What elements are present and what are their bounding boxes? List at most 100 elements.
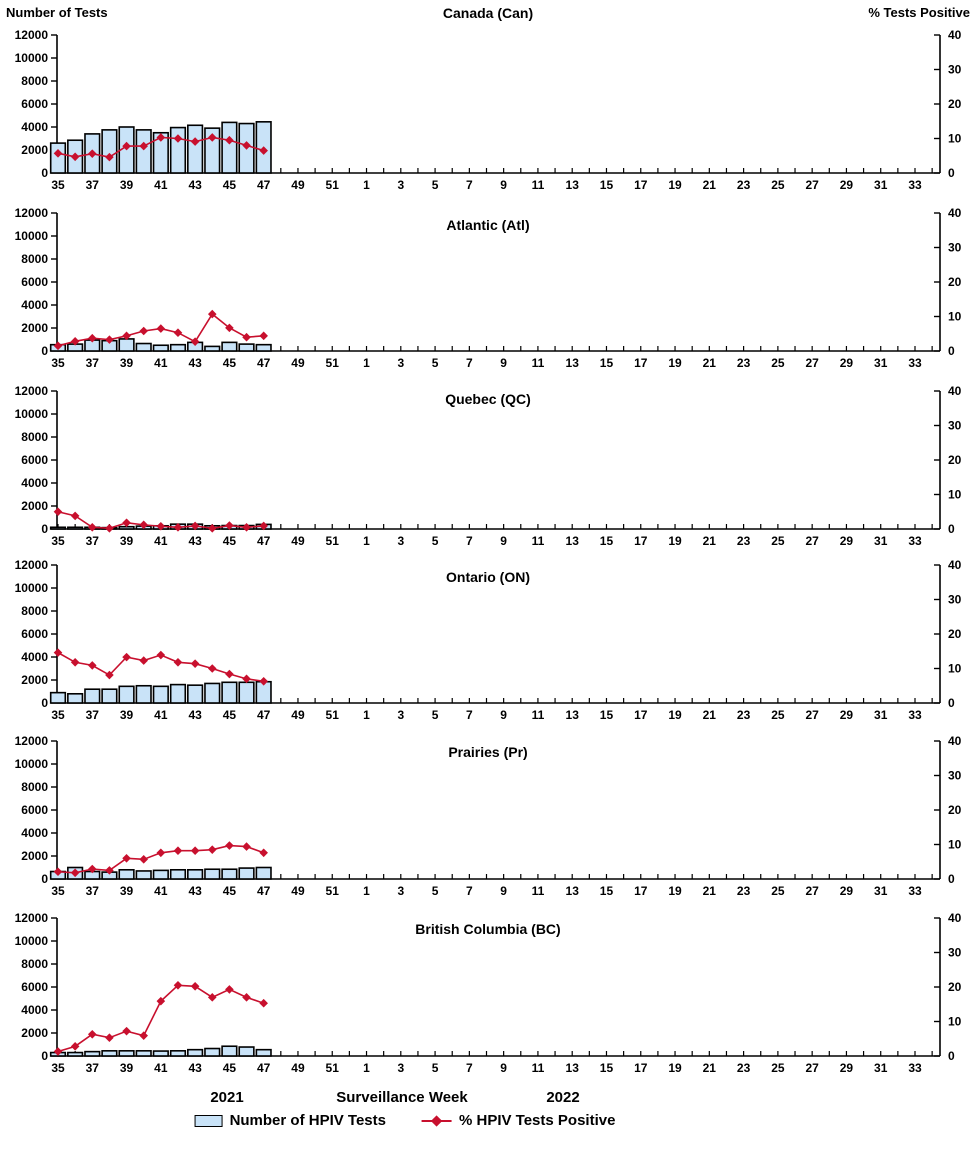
pct-positive-marker-week-38 [105,1033,114,1043]
svg-text:35: 35 [51,1061,65,1075]
svg-text:29: 29 [840,884,854,898]
pct-positive-marker-week-35 [53,341,63,351]
pct-positive-marker-week-47 [259,521,268,531]
bar-week-38 [101,129,118,174]
bar-week-42 [169,868,187,880]
svg-text:39: 39 [120,356,134,370]
svg-text:33: 33 [908,534,922,548]
pct-positive-marker-week-43 [190,846,200,856]
svg-text:12000: 12000 [15,384,49,398]
bar-week-39 [118,685,135,704]
svg-text:9: 9 [500,356,507,370]
legend-item-positive: % HPIV Tests Positive [421,1112,615,1129]
svg-text:15: 15 [600,708,614,722]
pct-positive-marker-week-45 [225,521,234,530]
svg-text:8000: 8000 [21,430,48,444]
svg-text:11: 11 [532,534,545,548]
pct-positive-marker-week-41 [156,324,166,333]
svg-text:3: 3 [397,534,404,548]
svg-text:21: 21 [703,708,717,722]
svg-text:9: 9 [500,708,507,722]
svg-text:20: 20 [948,803,962,817]
svg-text:43: 43 [188,884,202,898]
year-label-2022: 2022 [546,1089,580,1106]
svg-text:27: 27 [805,708,819,722]
svg-text:37: 37 [86,1061,100,1075]
bar-week-46 [238,867,255,880]
svg-text:8000: 8000 [21,604,48,618]
svg-text:47: 47 [257,356,271,370]
pct-positive-line [57,984,264,1053]
svg-text:20: 20 [948,275,962,289]
svg-text:39: 39 [120,708,134,722]
svg-text:21: 21 [703,884,717,898]
pct-positive-marker-week-38 [105,524,114,533]
svg-text:9: 9 [500,178,507,192]
svg-text:27: 27 [805,884,819,898]
svg-text:31: 31 [874,534,888,548]
svg-text:1: 1 [363,1061,370,1075]
bar-week-41 [152,344,169,352]
bar-week-38 [101,1050,118,1057]
panel-title-british-columbia: British Columbia (BC) [415,921,561,937]
svg-text:4000: 4000 [21,476,48,490]
pct-positive-marker-week-40 [139,855,148,864]
svg-text:41: 41 [154,884,168,898]
svg-text:25: 25 [771,708,785,722]
svg-text:17: 17 [634,356,648,370]
svg-text:27: 27 [805,356,819,370]
pct-positive-marker-week-44 [207,993,217,1002]
svg-text:45: 45 [223,1061,237,1075]
svg-text:23: 23 [737,708,751,722]
svg-text:30: 30 [948,593,962,607]
svg-text:9: 9 [500,884,507,898]
svg-text:0: 0 [41,1049,48,1063]
pct-positive-marker-week-39 [122,652,131,662]
svg-text:21: 21 [703,356,717,370]
svg-text:29: 29 [840,178,854,192]
svg-text:2000: 2000 [21,499,48,513]
svg-text:7: 7 [466,534,473,548]
svg-text:40: 40 [948,558,962,572]
svg-text:51: 51 [326,534,340,548]
svg-text:51: 51 [326,356,340,370]
pct-positive-marker-week-39 [122,141,131,151]
svg-text:43: 43 [188,534,202,548]
svg-text:30: 30 [948,946,962,960]
svg-text:3: 3 [397,178,404,192]
svg-text:37: 37 [86,534,100,548]
svg-text:51: 51 [326,708,340,722]
pct-positive-marker-week-45 [225,135,234,145]
bar-swatch-icon [194,1114,223,1127]
pct-positive-marker-week-39 [122,1026,131,1036]
svg-text:3: 3 [397,356,404,370]
svg-text:17: 17 [634,1061,648,1075]
svg-text:25: 25 [771,178,785,192]
svg-text:45: 45 [223,708,237,722]
pct-positive-marker-week-47 [259,848,268,858]
pct-positive-marker-week-36 [70,152,80,162]
svg-text:1: 1 [363,356,370,370]
bar-week-43 [187,684,204,704]
svg-text:2000: 2000 [21,321,48,335]
svg-text:5: 5 [432,708,439,722]
svg-text:20: 20 [948,980,962,994]
pct-positive-marker-week-37 [87,1029,97,1039]
svg-text:17: 17 [634,708,648,722]
pct-positive-marker-week-45 [225,841,234,850]
svg-text:11: 11 [532,178,545,192]
pct-positive-marker-week-35 [53,507,63,517]
svg-text:10: 10 [948,662,962,676]
bar-week-42 [169,343,187,352]
svg-text:9: 9 [500,1061,507,1075]
svg-text:23: 23 [737,884,751,898]
bar-week-45 [221,121,238,174]
svg-text:1: 1 [363,534,370,548]
bar-week-35 [49,142,67,174]
svg-text:19: 19 [668,178,682,192]
